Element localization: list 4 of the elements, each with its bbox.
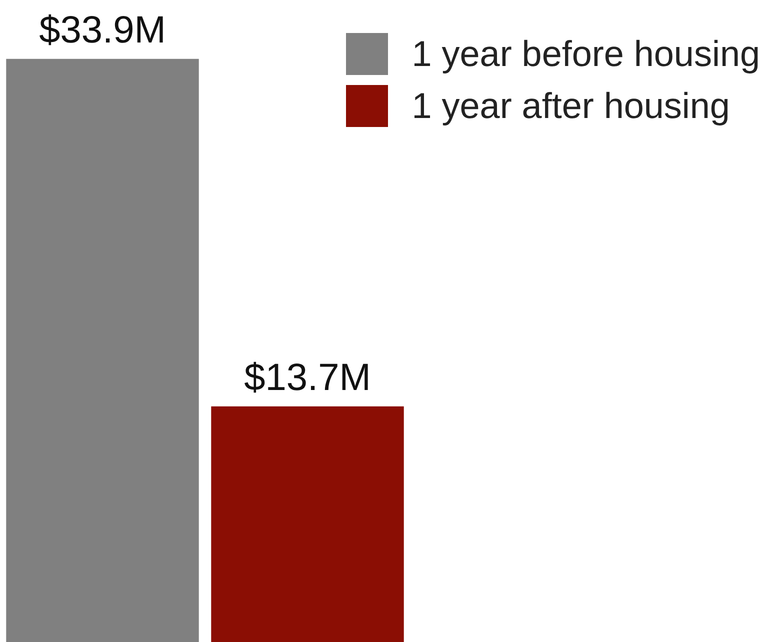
data-label: $13.7M (244, 356, 371, 399)
data-label: $33.9M (39, 9, 166, 52)
legend-label: 1 year before housing (412, 32, 760, 76)
legend-label: 1 year after housing (412, 84, 730, 128)
